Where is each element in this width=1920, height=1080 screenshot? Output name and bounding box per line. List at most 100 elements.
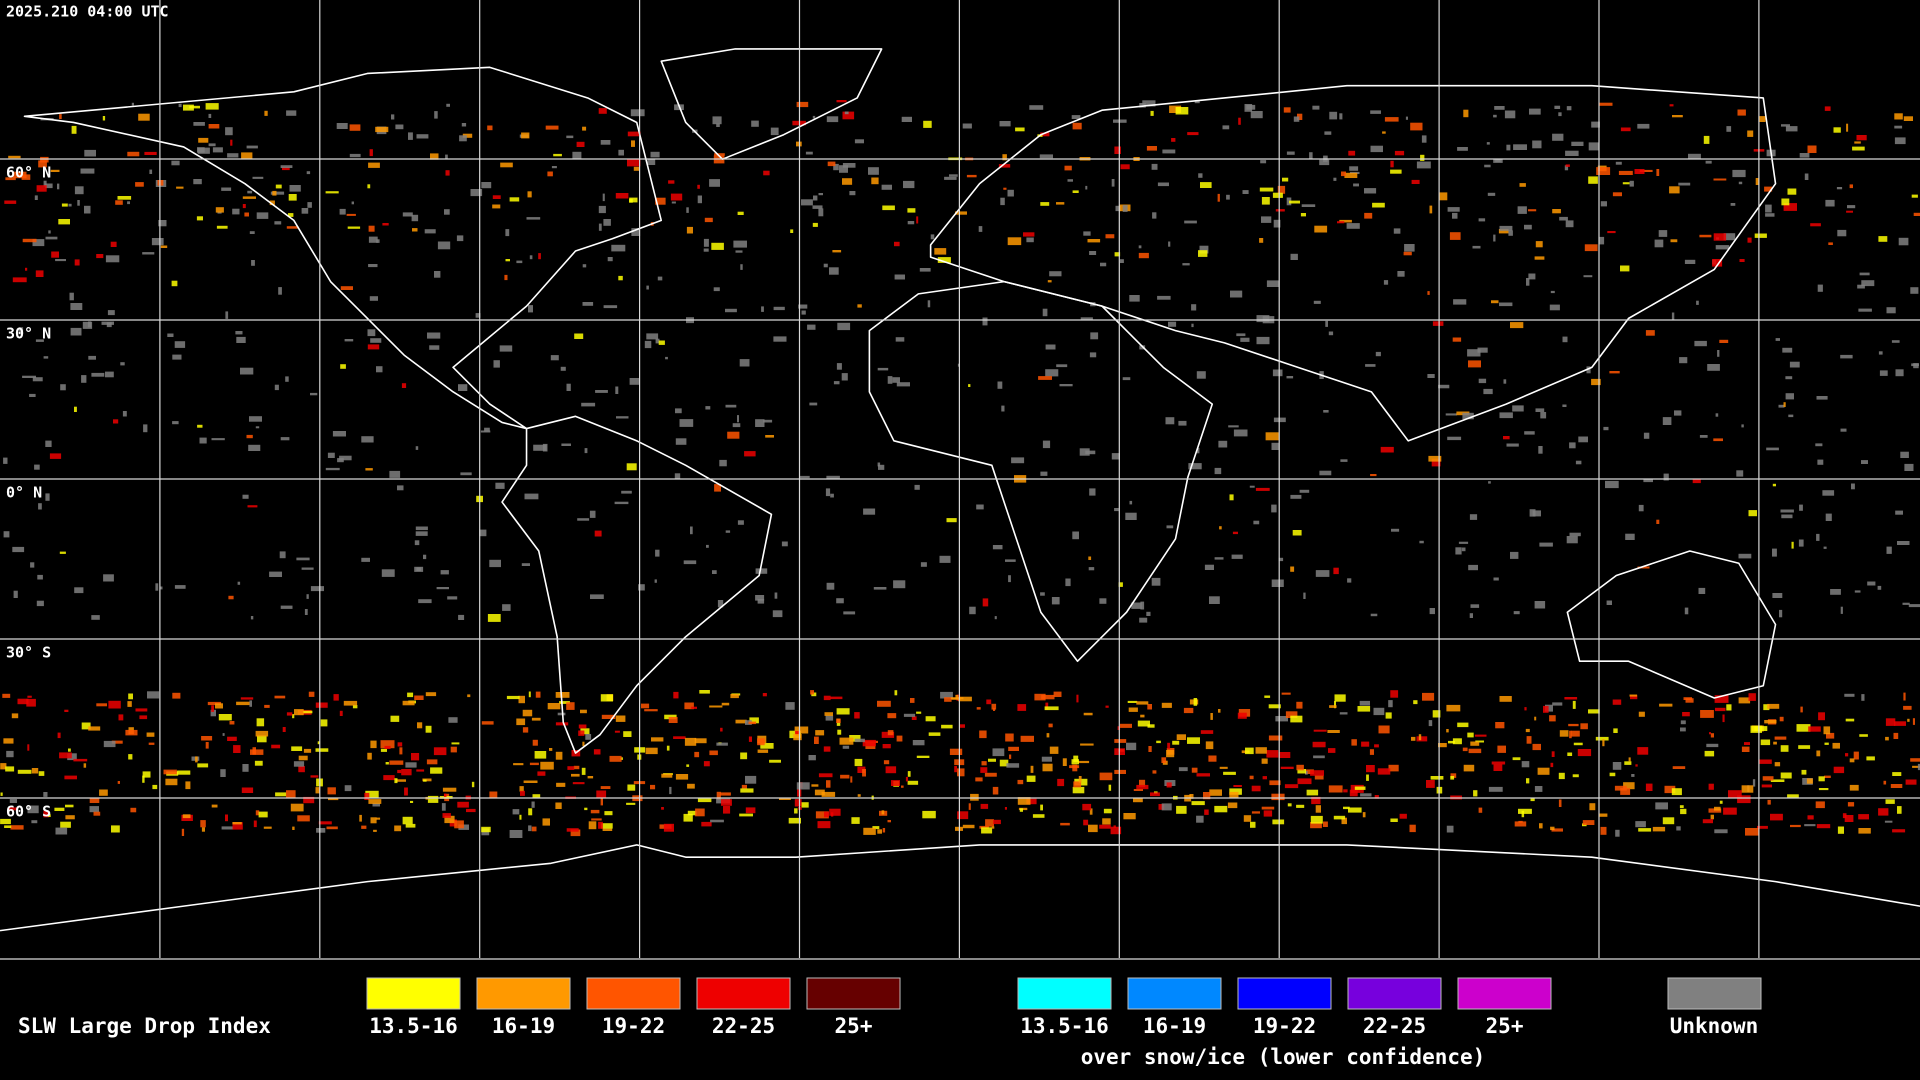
cloud-patch <box>939 555 951 563</box>
cloud-patch <box>627 131 641 137</box>
cloud-patch <box>1060 822 1070 826</box>
cloud-patch <box>442 813 451 818</box>
latitude-label: 30° N <box>6 325 51 343</box>
cloud-patch <box>1854 141 1861 144</box>
cloud-patch <box>1042 308 1048 317</box>
cloud-patch <box>365 468 373 471</box>
cloud-patch <box>201 827 205 832</box>
cloud-patch <box>570 829 581 837</box>
cloud-patch <box>1272 819 1285 825</box>
cloud-patch <box>600 140 611 145</box>
cloud-patch <box>1151 577 1161 586</box>
cloud-patch <box>1559 730 1569 737</box>
cloud-patch <box>127 701 132 707</box>
cloud-patch <box>81 722 91 730</box>
cloud-patch <box>1565 150 1579 156</box>
cloud-patch <box>1369 749 1374 755</box>
cloud-patch <box>1032 814 1045 818</box>
cloud-patch <box>1678 182 1691 186</box>
cloud-patch <box>1912 765 1920 768</box>
cloud-patch <box>325 467 340 471</box>
cloud-patch <box>470 189 483 197</box>
cloud-patch <box>755 568 768 574</box>
cloud-patch <box>1080 743 1094 746</box>
cloud-patch <box>479 529 487 537</box>
cloud-patch <box>475 313 481 318</box>
cloud-patch <box>1370 613 1378 617</box>
cloud-patch <box>307 202 312 208</box>
cloud-patch <box>457 801 469 808</box>
cloud-patch <box>1513 144 1527 150</box>
cloud-patch <box>1409 824 1416 833</box>
cloud-patch <box>367 184 371 189</box>
cloud-patch <box>1026 798 1037 805</box>
cloud-patch <box>1375 351 1381 357</box>
cloud-patch <box>528 808 533 816</box>
cloud-patch <box>1306 789 1319 796</box>
cloud-patch <box>1738 181 1743 185</box>
cloud-patch <box>1894 113 1903 120</box>
cloud-patch <box>1223 771 1236 775</box>
cloud-patch <box>74 186 84 195</box>
cloud-patch <box>1233 429 1248 437</box>
cloud-patch <box>1293 116 1300 122</box>
cloud-patch <box>1255 487 1270 491</box>
cloud-patch <box>1410 122 1423 131</box>
cloud-patch <box>193 179 202 185</box>
cloud-patch <box>997 381 1003 389</box>
cloud-patch <box>907 780 919 785</box>
cloud-patch <box>735 250 743 253</box>
timestamp: 2025.210 04:00 UTC <box>6 3 169 21</box>
cloud-patch <box>1763 704 1770 711</box>
cloud-patch <box>1301 204 1316 207</box>
cloud-patch <box>160 586 163 590</box>
cloud-patch <box>1770 813 1783 821</box>
cloud-patch <box>968 803 971 810</box>
cloud-patch <box>1268 735 1283 741</box>
cloud-patch <box>1364 188 1377 194</box>
cloud-patch <box>139 715 148 720</box>
cloud-patch <box>1664 785 1676 794</box>
cloud-patch <box>627 159 641 167</box>
cloud-patch <box>1447 207 1460 212</box>
cloud-patch <box>818 208 824 217</box>
cloud-patch <box>762 693 767 697</box>
cloud-patch <box>901 116 912 122</box>
cloud-patch <box>1801 769 1807 775</box>
cloud-patch <box>598 223 602 231</box>
cloud-patch <box>881 810 885 815</box>
cloud-patch <box>1114 769 1126 774</box>
cloud-patch <box>12 546 25 553</box>
cloud-patch <box>222 733 225 736</box>
cloud-patch <box>1478 807 1483 813</box>
cloud-patch <box>91 615 100 620</box>
cloud-patch <box>1534 601 1546 609</box>
cloud-patch <box>1591 378 1601 386</box>
cloud-patch <box>286 790 296 798</box>
cloud-patch <box>1773 741 1777 745</box>
cloud-patch <box>61 203 68 207</box>
cloud-patch <box>873 587 887 590</box>
cloud-patch <box>0 818 11 825</box>
cloud-patch <box>829 267 839 275</box>
cloud-patch <box>327 787 336 795</box>
cloud-patch <box>720 727 723 732</box>
cloud-patch <box>1891 340 1900 343</box>
cloud-patch <box>1148 746 1152 752</box>
cloud-patch <box>1726 126 1732 132</box>
cloud-patch <box>1450 776 1455 780</box>
cloud-patch <box>220 769 226 777</box>
cloud-patch <box>240 367 254 375</box>
cloud-patch <box>1390 690 1399 698</box>
cloud-patch <box>1168 241 1171 247</box>
cloud-patch <box>772 610 783 618</box>
cloud-patch <box>1682 712 1690 717</box>
cloud-patch <box>1538 446 1543 454</box>
cloud-patch <box>1463 764 1475 772</box>
cloud-patch <box>221 187 232 191</box>
cloud-patch <box>814 789 825 796</box>
cloud-patch <box>167 333 174 337</box>
cloud-patch <box>887 713 897 719</box>
cloud-patch <box>258 811 268 818</box>
cloud-patch <box>1798 745 1811 749</box>
